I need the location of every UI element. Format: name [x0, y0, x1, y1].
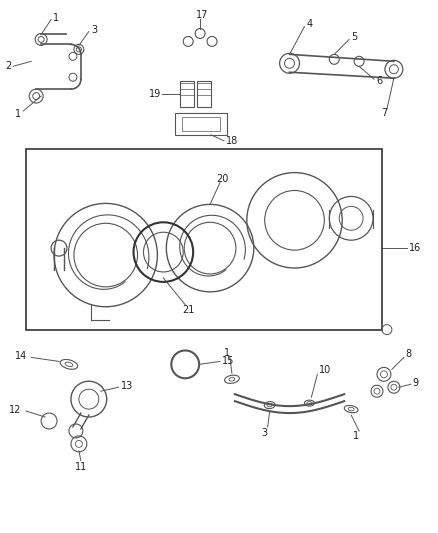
- Text: 2: 2: [5, 61, 12, 71]
- Text: 3: 3: [262, 428, 268, 438]
- Text: 5: 5: [351, 33, 357, 43]
- Bar: [175, 113, 227, 135]
- Text: 12: 12: [9, 405, 22, 415]
- Text: 16: 16: [409, 243, 421, 253]
- Text: 4: 4: [307, 19, 313, 29]
- Text: 20: 20: [216, 174, 228, 183]
- Text: 11: 11: [75, 462, 87, 472]
- Text: 17: 17: [196, 10, 208, 20]
- Text: 1: 1: [224, 349, 230, 359]
- Text: 3: 3: [91, 25, 97, 35]
- Bar: [182, 117, 220, 131]
- Text: 13: 13: [120, 381, 133, 391]
- Bar: [197, 81, 211, 107]
- Text: 8: 8: [406, 350, 412, 359]
- Bar: [26, 149, 382, 329]
- Text: 10: 10: [319, 365, 332, 375]
- Text: 7: 7: [381, 108, 387, 118]
- Text: 9: 9: [413, 378, 419, 388]
- Bar: [180, 81, 194, 107]
- Text: 1: 1: [15, 109, 21, 119]
- Text: 21: 21: [182, 305, 194, 314]
- Text: 19: 19: [149, 89, 162, 99]
- Text: 6: 6: [376, 76, 382, 86]
- Text: 1: 1: [353, 431, 359, 441]
- Text: 14: 14: [15, 351, 28, 361]
- Text: 1: 1: [53, 13, 59, 22]
- Text: 18: 18: [226, 136, 238, 146]
- Text: 15: 15: [222, 357, 234, 366]
